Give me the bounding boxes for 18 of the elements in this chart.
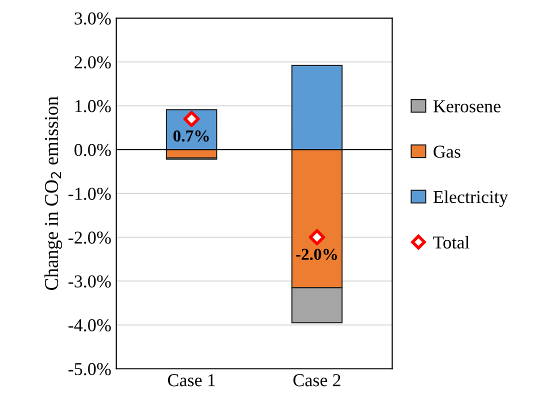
data-label: -2.0%: [296, 248, 337, 260]
y-tick-label: -2.0%: [68, 232, 111, 244]
y-axis-title: Change in CO$_{2}$ emission: [44, 96, 62, 290]
legend-label: Kerosene: [433, 100, 500, 112]
y-tick-label: -1.0%: [68, 188, 111, 200]
legend-label: Total: [433, 236, 470, 249]
data-label: 0.7%: [173, 130, 209, 142]
y-tick-label: 0.0%: [74, 144, 111, 156]
y-tick-label: 2.0%: [74, 56, 111, 68]
y-tick-label: -5.0%: [68, 363, 111, 376]
y-tick-label: 3.0%: [74, 12, 111, 25]
legend-label: Gas: [434, 146, 460, 158]
legend-label: Electricity: [433, 190, 508, 207]
x-tick-label: Case 1: [168, 374, 215, 386]
x-tick-label: Case 2: [293, 374, 340, 386]
y-tick-label: -4.0%: [68, 319, 111, 332]
y-tick-label: -3.0%: [68, 275, 111, 288]
y-tick-label: 1.0%: [75, 100, 111, 112]
